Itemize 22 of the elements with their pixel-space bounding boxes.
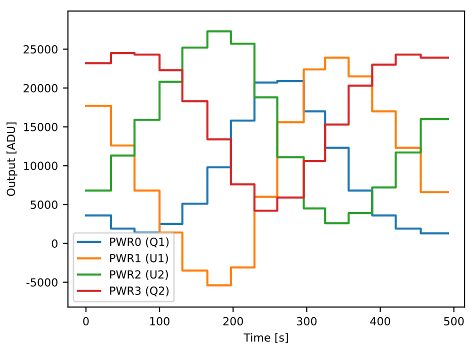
y-tick-label: 15000 <box>24 122 58 132</box>
line-series <box>84 56 450 286</box>
x-tick-label: 200 <box>223 317 243 326</box>
x-tick-label: 400 <box>370 317 390 326</box>
y-axis-title: Output [ADU] <box>6 122 18 196</box>
legend-label: PWR0 (Q1) <box>110 237 169 248</box>
legend-label: PWR3 (Q2) <box>110 286 169 296</box>
x-tick-label: 500 <box>444 317 464 326</box>
x-tick-label: 0 <box>83 317 89 326</box>
y-tick-label: -5000 <box>26 278 58 287</box>
y-tick-label: 25000 <box>24 45 58 54</box>
y-tick-label: 5000 <box>30 200 58 209</box>
y-tick-label: 10000 <box>24 162 58 170</box>
line-series <box>84 52 450 212</box>
x-tick-label: 300 <box>296 317 317 326</box>
legend-label: PWR2 (U2) <box>110 270 168 280</box>
x-tick-label: 100 <box>150 317 170 326</box>
line-series <box>84 30 450 224</box>
legend-label: PWR1 (U1) <box>110 254 168 264</box>
y-tick-label: 20000 <box>24 84 58 92</box>
x-axis-title: Time [s] <box>244 333 288 344</box>
y-tick-label: 0 <box>52 239 58 248</box>
